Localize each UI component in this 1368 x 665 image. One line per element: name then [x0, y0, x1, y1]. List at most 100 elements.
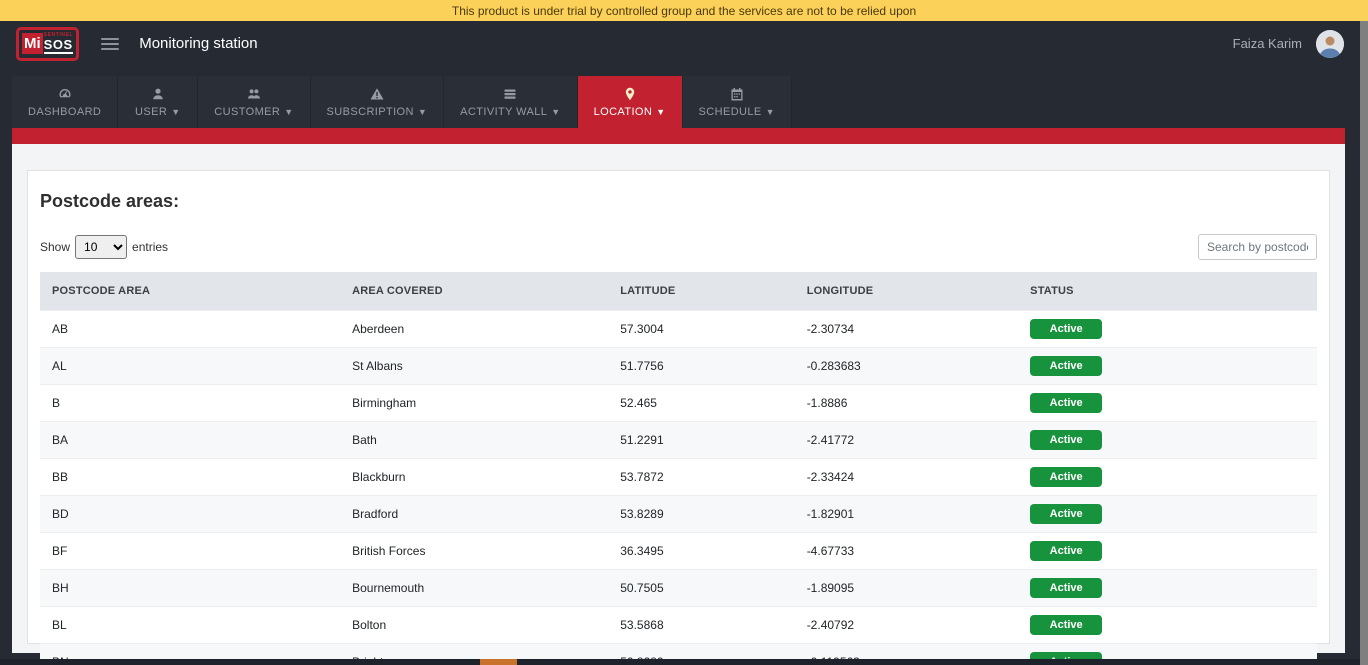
- cell-longitude: -1.89095: [794, 569, 1019, 607]
- cell-area-covered: British Forces: [340, 532, 609, 570]
- cell-longitude: -0.283683: [794, 347, 1019, 385]
- logo-sentinel-text: SENTINEL: [43, 31, 74, 38]
- cell-latitude: 57.3004: [608, 310, 795, 348]
- cell-postcode-area: BD: [40, 495, 341, 533]
- status-badge[interactable]: Active: [1030, 467, 1103, 487]
- cell-longitude: -1.82901: [794, 495, 1019, 533]
- nav-tab-schedule[interactable]: SCHEDULE ▼: [682, 76, 792, 128]
- user-icon: [151, 87, 165, 101]
- map-pin-icon: [623, 87, 637, 101]
- horizontal-scrollbar-thumb[interactable]: [480, 659, 517, 665]
- status-badge[interactable]: Active: [1030, 504, 1103, 524]
- table-row: BL Bolton 53.5868 -2.40792 Active: [40, 606, 1317, 644]
- avatar-image: [1316, 29, 1344, 58]
- cell-postcode-area: BB: [40, 458, 341, 496]
- cell-status: Active: [1018, 569, 1317, 607]
- cell-latitude: 53.5868: [608, 606, 795, 644]
- calendar-icon: [730, 87, 744, 101]
- horizontal-scrollbar-track[interactable]: [0, 659, 1360, 665]
- avatar[interactable]: [1316, 29, 1344, 58]
- nav-tab-customer[interactable]: CUSTOMER ▼: [198, 76, 311, 128]
- cell-longitude: -2.33424: [794, 458, 1019, 496]
- cell-area-covered: St Albans: [340, 347, 609, 385]
- table-row: BB Blackburn 53.7872 -2.33424 Active: [40, 458, 1317, 496]
- table-row: BD Bradford 53.8289 -1.82901 Active: [40, 495, 1317, 533]
- cell-longitude: -2.40792: [794, 606, 1019, 644]
- menu-toggle-icon[interactable]: [101, 37, 120, 50]
- postcode-areas-card: Postcode areas: Show 10 entries: [27, 170, 1330, 665]
- cell-status: Active: [1018, 384, 1317, 422]
- customers-icon: [247, 87, 261, 101]
- nav-tab-label: SUBSCRIPTION: [326, 105, 414, 118]
- cell-area-covered: Bradford: [340, 495, 609, 533]
- cell-status: Active: [1018, 458, 1317, 496]
- trial-banner: This product is under trial by controlle…: [0, 0, 1368, 21]
- chevron-down-icon: ▼: [765, 106, 775, 117]
- user-menu[interactable]: Faiza Karim: [1232, 36, 1302, 51]
- show-label: Show: [40, 240, 71, 254]
- cell-area-covered: Blackburn: [340, 458, 609, 496]
- nav-tab-location[interactable]: LOCATION ▼: [577, 76, 683, 128]
- status-badge[interactable]: Active: [1030, 319, 1103, 339]
- status-badge[interactable]: Active: [1030, 356, 1103, 376]
- table-row: AB Aberdeen 57.3004 -2.30734 Active: [40, 310, 1317, 348]
- status-badge[interactable]: Active: [1030, 393, 1103, 413]
- vertical-scrollbar[interactable]: [1360, 21, 1368, 665]
- chevron-down-icon: ▼: [417, 106, 428, 117]
- cell-status: Active: [1018, 532, 1317, 570]
- warning-triangle-icon: [370, 87, 384, 101]
- nav-tab-dashboard[interactable]: DASHBOARD: [12, 76, 119, 128]
- cell-longitude: -4.67733: [794, 532, 1019, 570]
- logo-sos-text: SOS: [43, 37, 74, 55]
- list-icon: [503, 87, 517, 101]
- nav-tab-label: CUSTOMER: [214, 105, 281, 118]
- status-badge[interactable]: Active: [1030, 578, 1103, 598]
- column-header-longitude[interactable]: LONGITUDE: [794, 272, 1019, 311]
- cell-latitude: 51.2291: [608, 421, 795, 459]
- status-badge[interactable]: Active: [1030, 430, 1103, 450]
- cell-postcode-area: BH: [40, 569, 341, 607]
- cell-status: Active: [1018, 495, 1317, 533]
- table-row: AL St Albans 51.7756 -0.283683 Active: [40, 347, 1317, 385]
- page-size-control: Show 10 entries: [40, 235, 168, 259]
- accent-bar: [12, 128, 1345, 144]
- cell-postcode-area: AL: [40, 347, 341, 385]
- cell-postcode-area: B: [40, 384, 341, 422]
- cell-latitude: 52.465: [608, 384, 795, 422]
- cell-area-covered: Bolton: [340, 606, 609, 644]
- nav-tab-activity-wall[interactable]: ACTIVITY WALL ▼: [444, 76, 578, 128]
- chevron-down-icon: ▼: [656, 106, 666, 117]
- cell-area-covered: Bath: [340, 421, 609, 459]
- cell-area-covered: Aberdeen: [340, 310, 609, 348]
- main-nav: DASHBOARD USER ▼ CUSTOMER ▼ SUBSCRIPTION ▼ ACTI…: [12, 76, 792, 128]
- nav-tab-subscription[interactable]: SUBSCRIPTION ▼: [310, 76, 445, 128]
- cell-latitude: 51.7756: [608, 347, 795, 385]
- entries-label: entries: [132, 240, 169, 254]
- status-badge[interactable]: Active: [1030, 541, 1103, 561]
- cell-longitude: -1.8886: [794, 384, 1019, 422]
- top-header: Mi SENTINEL SOS Monitoring station Faiza…: [0, 21, 1360, 66]
- app-logo[interactable]: Mi SENTINEL SOS: [16, 26, 80, 61]
- cell-postcode-area: BL: [40, 606, 341, 644]
- cell-status: Active: [1018, 421, 1317, 459]
- column-header-status[interactable]: STATUS: [1018, 272, 1317, 311]
- page-size-select[interactable]: 10: [75, 235, 128, 259]
- search-input[interactable]: [1198, 234, 1317, 260]
- cell-latitude: 36.3495: [608, 532, 795, 570]
- column-header-postcode-area[interactable]: POSTCODE AREA: [40, 272, 341, 311]
- column-header-area-covered[interactable]: AREA COVERED: [340, 272, 609, 311]
- cell-longitude: -2.30734: [794, 310, 1019, 348]
- cell-latitude: 53.8289: [608, 495, 795, 533]
- status-badge[interactable]: Active: [1030, 615, 1103, 635]
- chevron-down-icon: ▼: [284, 106, 294, 117]
- nav-tab-label: DASHBOARD: [28, 105, 102, 118]
- nav-tab-user[interactable]: USER ▼: [118, 76, 199, 128]
- cell-area-covered: Birmingham: [340, 384, 609, 422]
- column-header-latitude[interactable]: LATITUDE: [608, 272, 795, 311]
- cell-postcode-area: BA: [40, 421, 341, 459]
- page-header-title: Monitoring station: [139, 35, 258, 52]
- content-area: Postcode areas: Show 10 entries: [12, 144, 1345, 665]
- cell-area-covered: Bournemouth: [340, 569, 609, 607]
- nav-tab-label: LOCATION: [593, 105, 653, 118]
